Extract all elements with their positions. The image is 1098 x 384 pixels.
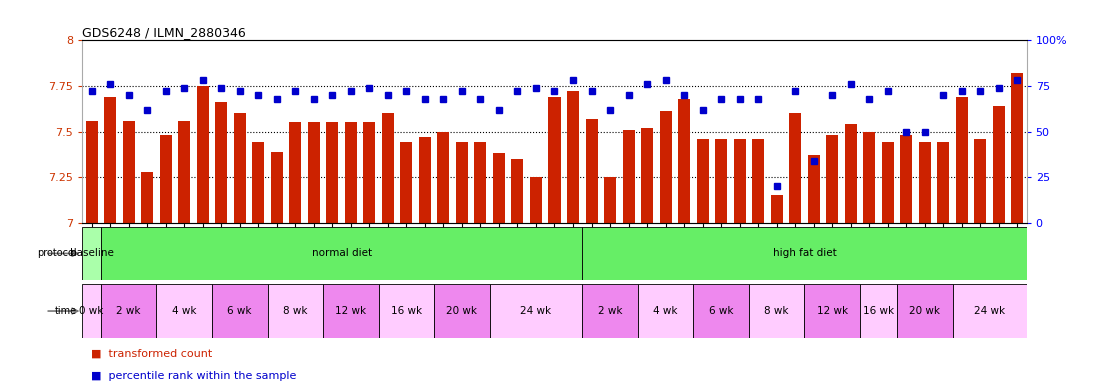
Text: GDS6248 / ILMN_2880346: GDS6248 / ILMN_2880346	[82, 26, 246, 39]
Bar	[882, 142, 894, 223]
Bar	[771, 195, 783, 223]
Text: 12 wk: 12 wk	[817, 306, 848, 316]
Bar	[234, 113, 246, 223]
Bar	[345, 122, 357, 223]
Bar	[1011, 73, 1023, 223]
Bar	[212, 284, 268, 338]
Bar	[582, 227, 1027, 280]
Text: protocol: protocol	[37, 248, 77, 258]
Bar	[363, 122, 376, 223]
Text: 16 wk: 16 wk	[863, 306, 894, 316]
Bar	[696, 139, 708, 223]
Bar	[82, 227, 101, 280]
Bar	[101, 227, 582, 280]
Bar	[955, 97, 967, 223]
Bar	[123, 121, 135, 223]
Bar	[289, 122, 301, 223]
Bar	[101, 284, 156, 338]
Bar	[512, 159, 524, 223]
Text: ■  percentile rank within the sample: ■ percentile rank within the sample	[91, 371, 296, 381]
Bar	[493, 154, 505, 223]
Bar	[805, 284, 860, 338]
Bar	[156, 284, 212, 338]
Bar	[749, 284, 805, 338]
Text: high fat diet: high fat diet	[773, 248, 837, 258]
Text: 12 wk: 12 wk	[335, 306, 367, 316]
Text: 4 wk: 4 wk	[172, 306, 197, 316]
Text: 4 wk: 4 wk	[653, 306, 677, 316]
Bar	[268, 284, 323, 338]
Bar	[733, 139, 746, 223]
Bar	[178, 121, 190, 223]
Bar	[693, 284, 749, 338]
Bar	[623, 130, 635, 223]
Bar	[567, 91, 579, 223]
Text: normal diet: normal diet	[312, 248, 371, 258]
Bar	[660, 111, 672, 223]
Bar	[679, 99, 691, 223]
Bar	[197, 86, 209, 223]
Text: 2 wk: 2 wk	[116, 306, 141, 316]
Bar	[82, 284, 101, 338]
Text: 24 wk: 24 wk	[974, 306, 1005, 316]
Text: 24 wk: 24 wk	[520, 306, 551, 316]
Bar	[789, 113, 802, 223]
Bar	[434, 284, 490, 338]
Bar	[863, 132, 875, 223]
Bar	[104, 97, 116, 223]
Bar	[638, 284, 693, 338]
Bar	[993, 106, 1005, 223]
Bar	[938, 142, 950, 223]
Text: 20 wk: 20 wk	[447, 306, 478, 316]
Bar	[142, 172, 153, 223]
Bar	[456, 142, 468, 223]
Bar	[307, 122, 320, 223]
Bar	[897, 284, 953, 338]
Bar	[379, 284, 434, 338]
Bar	[585, 119, 597, 223]
Bar	[604, 177, 616, 223]
Bar	[215, 103, 227, 223]
Bar	[323, 284, 379, 338]
Bar	[752, 139, 764, 223]
Text: time: time	[55, 306, 77, 316]
Text: baseline: baseline	[69, 248, 113, 258]
Text: 16 wk: 16 wk	[391, 306, 422, 316]
Bar	[953, 284, 1027, 338]
Bar	[401, 142, 413, 223]
Bar	[418, 137, 430, 223]
Text: 20 wk: 20 wk	[909, 306, 940, 316]
Bar	[490, 284, 582, 338]
Bar	[860, 284, 897, 338]
Bar	[900, 135, 912, 223]
Bar	[382, 113, 394, 223]
Text: 6 wk: 6 wk	[227, 306, 251, 316]
Bar	[326, 122, 338, 223]
Bar	[159, 135, 171, 223]
Bar	[271, 152, 283, 223]
Bar	[919, 142, 931, 223]
Text: 6 wk: 6 wk	[709, 306, 733, 316]
Bar	[974, 139, 986, 223]
Bar	[530, 177, 542, 223]
Text: 2 wk: 2 wk	[597, 306, 623, 316]
Bar	[253, 142, 265, 223]
Bar	[474, 142, 486, 223]
Bar	[437, 132, 449, 223]
Bar	[826, 135, 838, 223]
Bar	[715, 139, 727, 223]
Text: 8 wk: 8 wk	[283, 306, 307, 316]
Bar	[641, 128, 653, 223]
Bar	[808, 155, 820, 223]
Bar	[582, 284, 638, 338]
Bar	[86, 121, 98, 223]
Bar	[549, 97, 560, 223]
Text: 8 wk: 8 wk	[764, 306, 789, 316]
Text: 0 wk: 0 wk	[79, 306, 104, 316]
Text: ■  transformed count: ■ transformed count	[91, 348, 212, 358]
Bar	[844, 124, 856, 223]
